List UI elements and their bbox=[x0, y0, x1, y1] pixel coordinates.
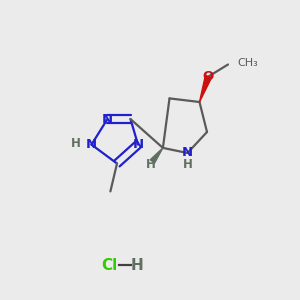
Text: N: N bbox=[102, 112, 113, 126]
Text: N: N bbox=[86, 138, 97, 151]
Text: N: N bbox=[182, 146, 193, 160]
Text: H: H bbox=[146, 158, 156, 172]
Text: H: H bbox=[183, 158, 193, 171]
Polygon shape bbox=[150, 148, 163, 163]
Text: N: N bbox=[132, 138, 144, 151]
Text: O: O bbox=[203, 70, 214, 83]
Text: CH₃: CH₃ bbox=[237, 58, 258, 68]
Text: Cl: Cl bbox=[101, 258, 118, 273]
Text: H: H bbox=[130, 258, 143, 273]
Polygon shape bbox=[200, 75, 211, 102]
Text: H: H bbox=[71, 137, 81, 150]
